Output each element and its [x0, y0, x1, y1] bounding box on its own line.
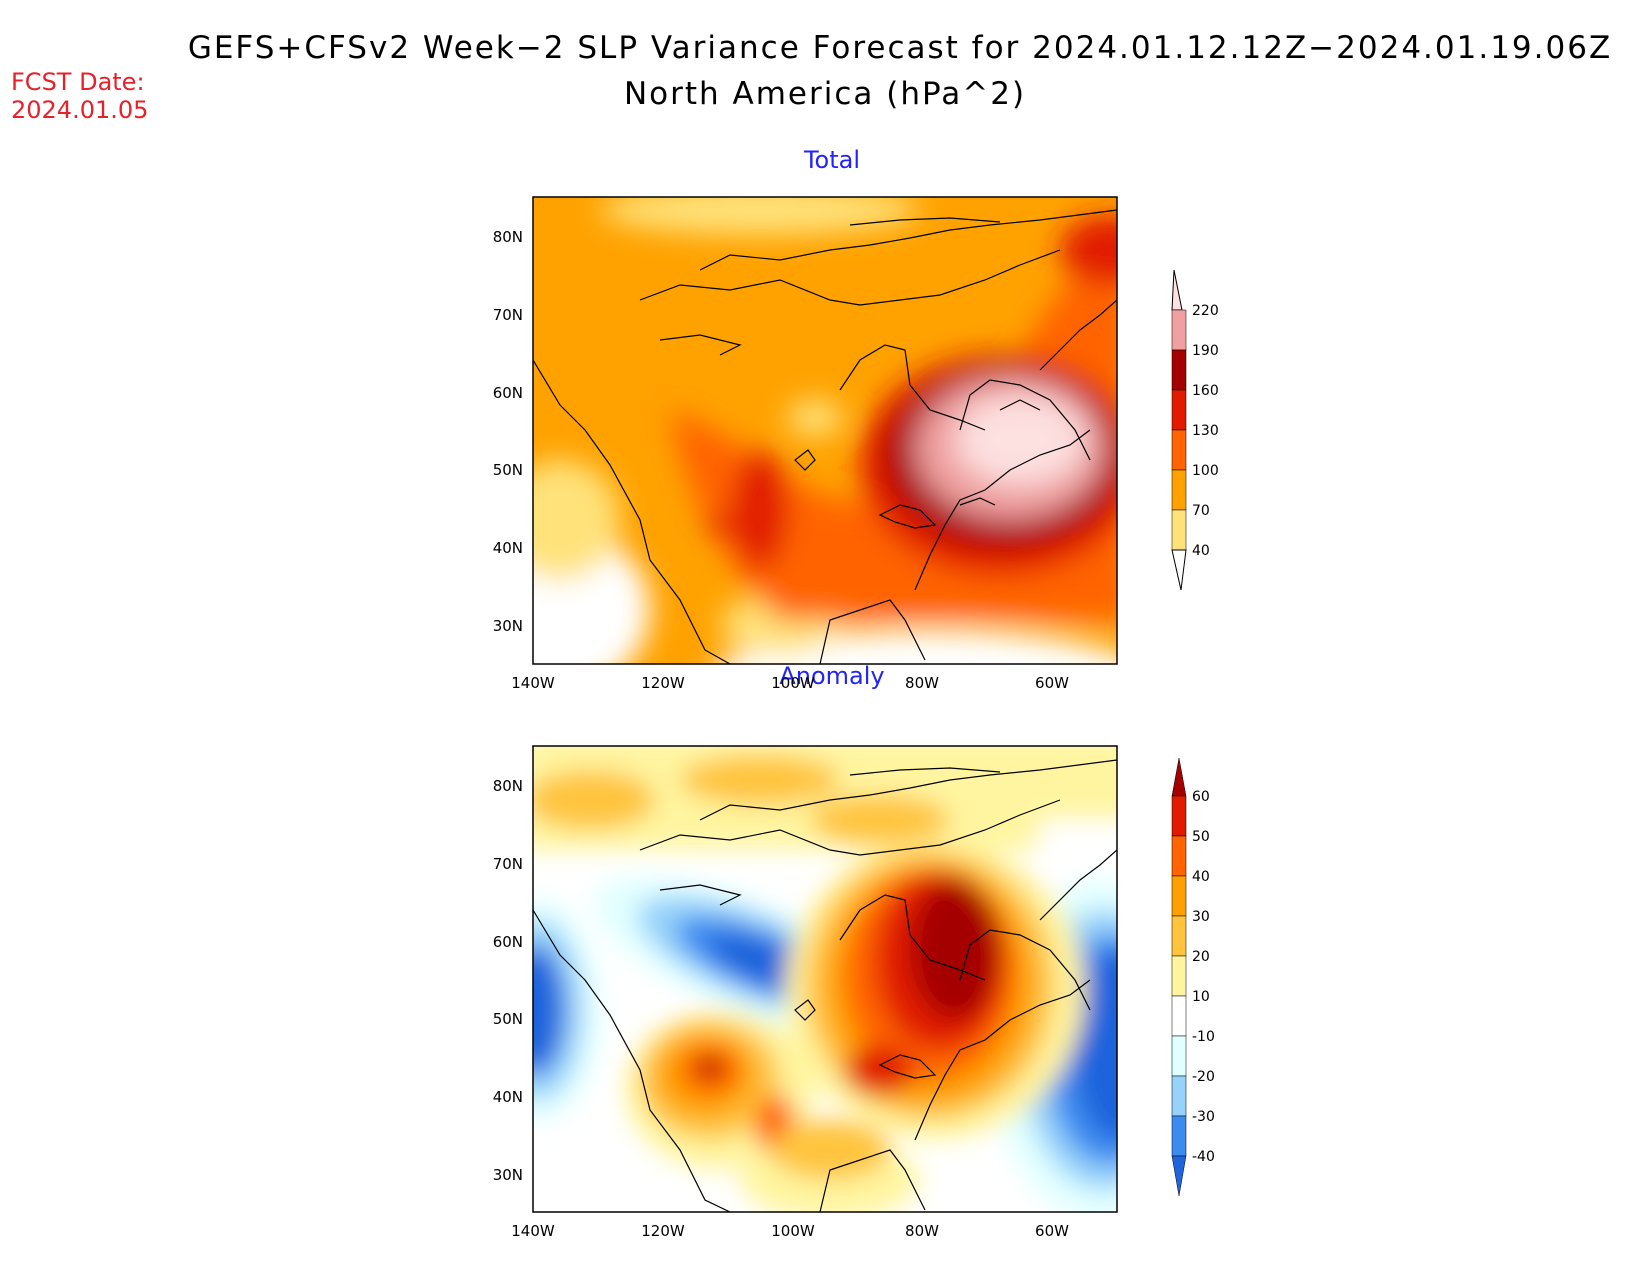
anomaly-lat-tick: 60N	[493, 933, 523, 951]
total-lat-tick: 50N	[493, 461, 523, 479]
total-lon-tick: 80W	[905, 674, 939, 692]
total-cbar-label: 70	[1192, 503, 1210, 519]
anomaly-map-panel: 30N 40N 50N 60N 70N 80N 140W 120W 100W 8…	[493, 745, 1118, 1240]
panel-title-anomaly: Anomaly	[779, 662, 885, 690]
total-lon-tick: 60W	[1035, 674, 1069, 692]
total-lat-tick: 30N	[493, 617, 523, 635]
total-lon-tick: 120W	[641, 674, 685, 692]
anomaly-lat-tick: 80N	[493, 777, 523, 795]
total-cbar-label: 40	[1192, 543, 1210, 559]
anomaly-lat-axis: 30N 40N 50N 60N 70N 80N	[493, 777, 523, 1184]
anomaly-lat-tick: 40N	[493, 1088, 523, 1106]
anomaly-cbar-label: -30	[1192, 1109, 1215, 1125]
total-cbar-label: 160	[1192, 383, 1219, 399]
total-coastlines	[533, 209, 1117, 664]
total-lat-tick: 80N	[493, 228, 523, 246]
total-map-panel: 30N 40N 50N 60N 70N 80N 140W 120W 100W 8…	[493, 196, 1118, 692]
anomaly-lon-tick: 120W	[641, 1222, 685, 1240]
total-cbar-label: 100	[1192, 463, 1219, 479]
anomaly-lon-axis: 140W 120W 100W 80W 60W	[511, 1222, 1069, 1240]
total-lon-axis: 140W 120W 100W 80W 60W	[511, 674, 1069, 692]
total-field	[533, 197, 1117, 664]
total-cbar-label: 220	[1192, 303, 1219, 319]
anomaly-lat-tick: 30N	[493, 1166, 523, 1184]
anomaly-cbar-label: 40	[1192, 869, 1210, 885]
total-cbar-label: 130	[1192, 423, 1219, 439]
anomaly-lon-tick: 140W	[511, 1222, 555, 1240]
total-lat-tick: 70N	[493, 306, 523, 324]
total-cbar-label: 190	[1192, 343, 1219, 359]
total-lat-axis: 30N 40N 50N 60N 70N 80N	[493, 228, 523, 635]
fcst-date-label: FCST Date:	[11, 68, 145, 96]
total-lat-tick: 60N	[493, 384, 523, 402]
anomaly-cbar-label: 20	[1192, 949, 1210, 965]
anomaly-cbar-label: -40	[1192, 1149, 1215, 1165]
total-lat-tick: 40N	[493, 539, 523, 557]
total-colorbar: 220 190 160 130 100 70 40	[1171, 269, 1219, 591]
anomaly-coastlines	[533, 759, 1117, 1212]
anomaly-cbar-label: 10	[1192, 989, 1210, 1005]
fcst-date-value: 2024.01.05	[11, 96, 149, 124]
total-lon-tick: 140W	[511, 674, 555, 692]
figure-title: GEFS+CFSv2 Week−2 SLP Variance Forecast …	[187, 30, 1613, 66]
anomaly-cbar-label: -10	[1192, 1029, 1215, 1045]
total-lon-tick: 100W	[771, 674, 815, 692]
anomaly-lat-tick: 70N	[493, 855, 523, 873]
anomaly-lon-tick: 60W	[1035, 1222, 1069, 1240]
anomaly-field	[533, 746, 1117, 1212]
anomaly-colorbar: 60 50 40 30 20 10 -10 -20 -30 -40	[1171, 757, 1215, 1197]
anomaly-lon-tick: 100W	[771, 1222, 815, 1240]
anomaly-cbar-label: 30	[1192, 909, 1210, 925]
anomaly-lat-tick: 50N	[493, 1010, 523, 1028]
anomaly-cbar-label: 60	[1192, 789, 1210, 805]
figure-subtitle: North America (hPa^2)	[623, 76, 1027, 112]
anomaly-cbar-label: -20	[1192, 1069, 1215, 1085]
anomaly-lon-tick: 80W	[905, 1222, 939, 1240]
anomaly-cbar-label: 50	[1192, 829, 1210, 845]
panel-title-total: Total	[803, 146, 861, 174]
